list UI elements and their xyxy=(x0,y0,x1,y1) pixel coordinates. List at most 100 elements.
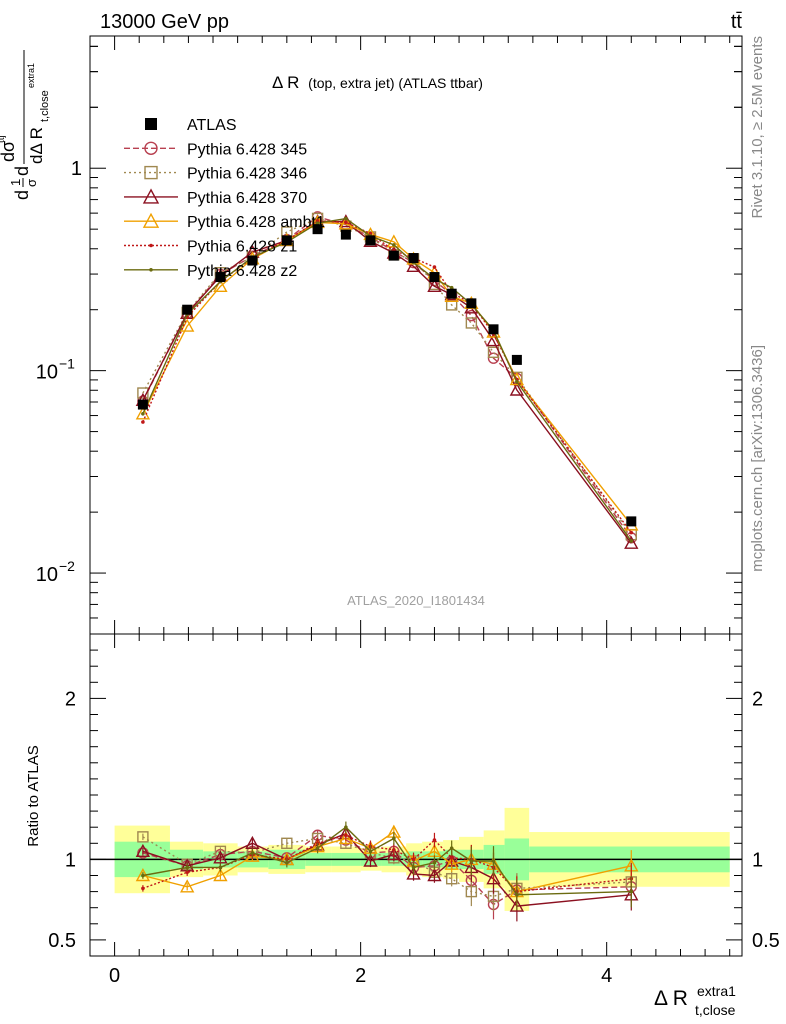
series-point xyxy=(315,221,320,226)
xlabel-sub: t,close xyxy=(695,1002,736,1018)
legend-label: Pythia 6.428 ambt1 xyxy=(187,214,325,231)
ratio-point xyxy=(427,868,442,882)
analysis-label: ATLAS_2020_I1801434 xyxy=(347,593,485,608)
svg-text:σ: σ xyxy=(24,179,39,187)
series-point xyxy=(509,372,525,386)
mcplots-label: mcplots.cern.ch [arXiv:1306.3436] xyxy=(749,345,766,572)
legend-marker xyxy=(144,165,158,180)
ratio-line xyxy=(142,826,632,896)
ratio-point xyxy=(141,873,145,878)
series-point xyxy=(213,278,228,293)
legend-label: Pythia 6.428 z1 xyxy=(187,239,297,256)
ratio-point xyxy=(245,848,260,862)
data-point xyxy=(446,288,457,299)
series-point xyxy=(486,333,501,347)
data-point xyxy=(408,253,419,264)
ratio-point xyxy=(250,851,255,855)
series-point xyxy=(141,412,145,416)
ratio-point xyxy=(344,833,348,838)
y-tick-base: 10 xyxy=(36,564,58,586)
ratio-point xyxy=(432,838,437,842)
plot-title: Δ R (top, extra jet) (ATLAS ttbar) xyxy=(272,73,483,92)
ratio-point xyxy=(185,870,189,875)
ratio-point xyxy=(135,843,151,858)
series-point xyxy=(509,382,525,396)
data-point xyxy=(281,235,292,246)
series-point xyxy=(465,317,478,329)
legend-entry: Pythia 6.428 345 xyxy=(124,141,307,158)
ratio-point xyxy=(213,868,228,882)
main-ylabel: d 1 σ d dσ ttj dΔ R t,close extra1 xyxy=(0,50,51,200)
ratio-point xyxy=(218,865,223,870)
legend-marker xyxy=(144,141,158,156)
data-point xyxy=(215,272,226,283)
xlabel-main: Δ R xyxy=(654,987,688,1010)
ratio-point xyxy=(245,835,260,849)
header-energy: 13000 GeV pp xyxy=(100,11,229,33)
series-point xyxy=(624,535,639,549)
legend-entry: ATLAS xyxy=(145,117,237,134)
header-process: tt̄ xyxy=(731,11,743,33)
series-point xyxy=(629,530,634,535)
x-tick-label: 0 xyxy=(109,965,120,987)
legend-marker xyxy=(142,212,160,228)
svg-text:dσ: dσ xyxy=(0,141,18,162)
ratio-point xyxy=(344,825,348,829)
series-ratio-5 xyxy=(141,821,634,911)
ratio-line xyxy=(142,834,632,906)
ratio-y-tick-label-right: 0.5 xyxy=(752,930,780,952)
data-point xyxy=(488,324,499,335)
y-tick-exponent: −2 xyxy=(59,558,75,574)
series-point xyxy=(629,539,634,543)
ratio-y-tick-label-right: 1 xyxy=(752,849,763,871)
ratio-point xyxy=(491,859,496,863)
series-line xyxy=(142,220,632,534)
legend-marker xyxy=(149,268,153,272)
svg-text:t,close: t,close xyxy=(39,90,51,122)
ratio-point xyxy=(338,831,354,845)
ratio-point xyxy=(629,889,634,894)
ratio-point xyxy=(368,849,373,854)
ratio-y-tick-label: 2 xyxy=(65,688,76,710)
ratio-point xyxy=(213,850,228,864)
svg-text:extra1: extra1 xyxy=(26,63,36,88)
ratio-line xyxy=(142,831,632,893)
series-point xyxy=(449,285,454,290)
ratio-ylabel: Ratio to ATLAS xyxy=(25,745,42,846)
data-point xyxy=(312,224,323,235)
ratio-point xyxy=(392,847,396,852)
x-tick-label: 2 xyxy=(355,965,366,987)
ratio-point xyxy=(469,859,474,863)
series-main-0 xyxy=(137,211,637,544)
data-point xyxy=(247,255,258,266)
svg-text:d: d xyxy=(12,190,32,200)
ratio-y-tick-label: 1 xyxy=(65,849,76,871)
ratio-point xyxy=(386,847,402,861)
data-point xyxy=(429,272,440,283)
y-tick-label: 10 −2 xyxy=(36,558,75,586)
y-tick-label: 1 xyxy=(71,158,82,180)
data-point xyxy=(340,229,351,240)
ratio-y-tick-label: 0.5 xyxy=(48,930,76,952)
ratio-point xyxy=(185,865,189,870)
data-point xyxy=(137,399,148,410)
ratio-panel xyxy=(89,633,743,957)
svg-text:dΔ R: dΔ R xyxy=(27,127,46,164)
x-tick-label: 4 xyxy=(601,965,612,987)
ratio-point xyxy=(363,853,378,867)
svg-text:ttj: ttj xyxy=(0,135,7,143)
legend-label: Pythia 6.428 z2 xyxy=(187,263,297,280)
series-point xyxy=(141,420,145,424)
legend-label: Pythia 6.428 345 xyxy=(187,141,307,158)
ratio-line xyxy=(142,834,632,893)
xlabel-sup: extra1 xyxy=(697,983,736,999)
svg-text:1: 1 xyxy=(8,179,23,186)
ratio-point xyxy=(285,860,289,865)
legend-entry: Pythia 6.428 z1 xyxy=(124,239,297,256)
y-tick-base: 10 xyxy=(36,362,58,384)
ratio-point xyxy=(392,836,396,841)
ratio-point xyxy=(315,846,320,850)
ratio-point xyxy=(465,885,478,898)
series-line xyxy=(142,217,632,542)
ratio-point xyxy=(411,865,416,870)
